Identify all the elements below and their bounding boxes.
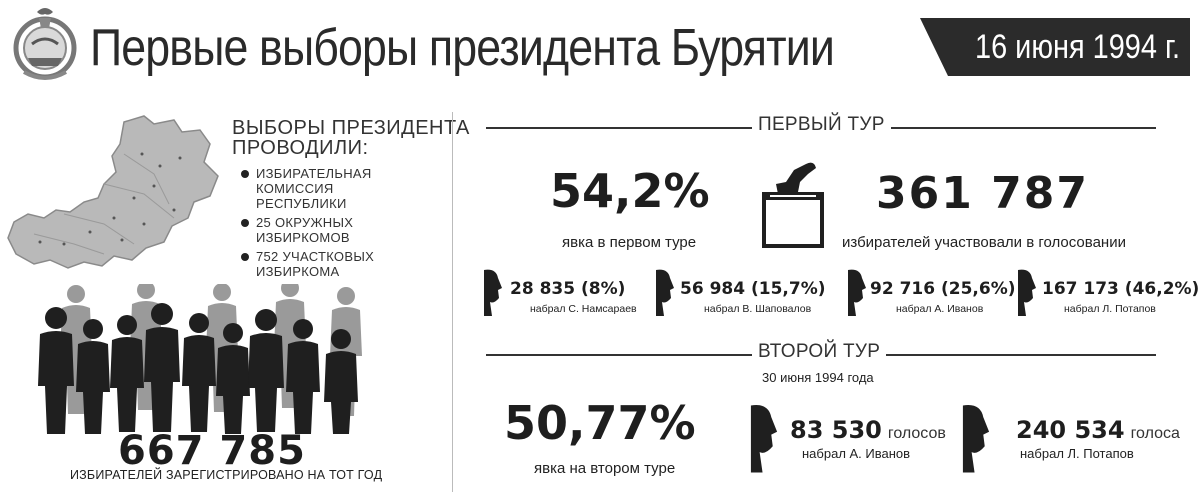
election-date: 16 июня 1994 г.	[975, 28, 1180, 66]
round2-turnout-value: 50,77%	[504, 396, 696, 450]
round1-turnout-caption: явка в первом туре	[562, 234, 697, 251]
round2-turnout-caption: явка на втором туре	[534, 460, 676, 477]
round1-candidate-name: набрал Л. Потапов	[1064, 303, 1156, 315]
round2-candidate-votes-value: 240 534	[1016, 416, 1125, 444]
head-profile-icon	[1018, 269, 1036, 316]
votes-unit: голоса	[1130, 425, 1180, 442]
list-item-text: ИЗБИРАТЕЛЬНАЯ КОМИССИЯ РЕСПУБЛИКИ	[256, 166, 372, 211]
round1-candidate-votes: 167 173 (46,2%)	[1042, 279, 1200, 299]
bullet-icon	[241, 170, 249, 178]
buryatia-emblem-icon	[13, 8, 77, 80]
head-profile-icon	[962, 405, 990, 473]
round2-candidate-votes: 83 530 голосов	[790, 416, 946, 444]
list-item: 25 ОКРУЖНЫХ ИЗБИРКОМОВ	[241, 215, 426, 245]
round2-candidate-name: набрал А. Иванов	[802, 446, 911, 461]
round1-candidate-name: набрал С. Намсараев	[530, 303, 637, 315]
list-item-text: 752 УЧАСТКОВЫХ ИЗБИРКОМА	[256, 249, 375, 279]
bullet-icon	[241, 253, 249, 261]
round1-turnout-value: 54,2%	[550, 164, 710, 218]
buryatia-map-icon	[7, 115, 219, 269]
head-profile-icon	[656, 269, 674, 316]
date-banner	[920, 18, 1190, 76]
people-crowd-icon	[38, 284, 362, 434]
head-profile-icon	[484, 269, 502, 316]
round1-label: ПЕРВЫЙ ТУР	[752, 114, 891, 136]
registered-voters-value: 667 785	[118, 428, 306, 474]
head-profile-icon	[750, 405, 778, 473]
round2-candidate-votes-value: 83 530	[790, 416, 882, 444]
round2-label: ВТОРОЙ ТУР	[752, 341, 887, 363]
round1-candidate-votes: 56 984 (15,7%)	[680, 279, 826, 299]
list-item-text: 25 ОКРУЖНЫХ ИЗБИРКОМОВ	[256, 215, 354, 245]
bullet-icon	[241, 219, 249, 227]
organizers-title-line1: ВЫБОРЫ ПРЕЗИДЕНТА	[232, 117, 470, 139]
votes-unit: голосов	[887, 425, 946, 442]
round1-candidate-votes: 92 716 (25,6%)	[870, 279, 1016, 299]
ballot-box-icon	[762, 162, 824, 248]
page-title: Первые выборы президента Бурятии	[90, 19, 835, 77]
round1-voters-caption: избирателей участвовали в голосовании	[842, 234, 1126, 251]
head-profile-icon	[848, 269, 866, 316]
vertical-divider	[452, 112, 453, 492]
list-item: 752 УЧАСТКОВЫХ ИЗБИРКОМА	[241, 249, 426, 279]
round2-candidate-name: набрал Л. Потапов	[1020, 446, 1134, 461]
round1-candidate-name: набрал В. Шаповалов	[704, 303, 812, 315]
round1-candidate-name: набрал А. Иванов	[896, 303, 984, 315]
organizers-title-line2: ПРОВОДИЛИ:	[232, 137, 369, 159]
round2-date: 30 июня 1994 года	[762, 370, 874, 385]
round2-candidate-votes: 240 534 голоса	[1016, 416, 1180, 444]
round1-candidate-votes: 28 835 (8%)	[510, 279, 626, 299]
round1-voters-value: 361 787	[876, 168, 1090, 219]
organizers-list: ИЗБИРАТЕЛЬНАЯ КОМИССИЯ РЕСПУБЛИКИ 25 ОКР…	[241, 166, 426, 283]
registered-voters-caption: ИЗБИРАТЕЛЕЙ ЗАРЕГИСТРИРОВАНО НА ТОТ ГОД	[70, 468, 383, 482]
list-item: ИЗБИРАТЕЛЬНАЯ КОМИССИЯ РЕСПУБЛИКИ	[241, 166, 426, 211]
organizers-title: ВЫБОРЫ ПРЕЗИДЕНТА ПРОВОДИЛИ:	[232, 118, 470, 158]
